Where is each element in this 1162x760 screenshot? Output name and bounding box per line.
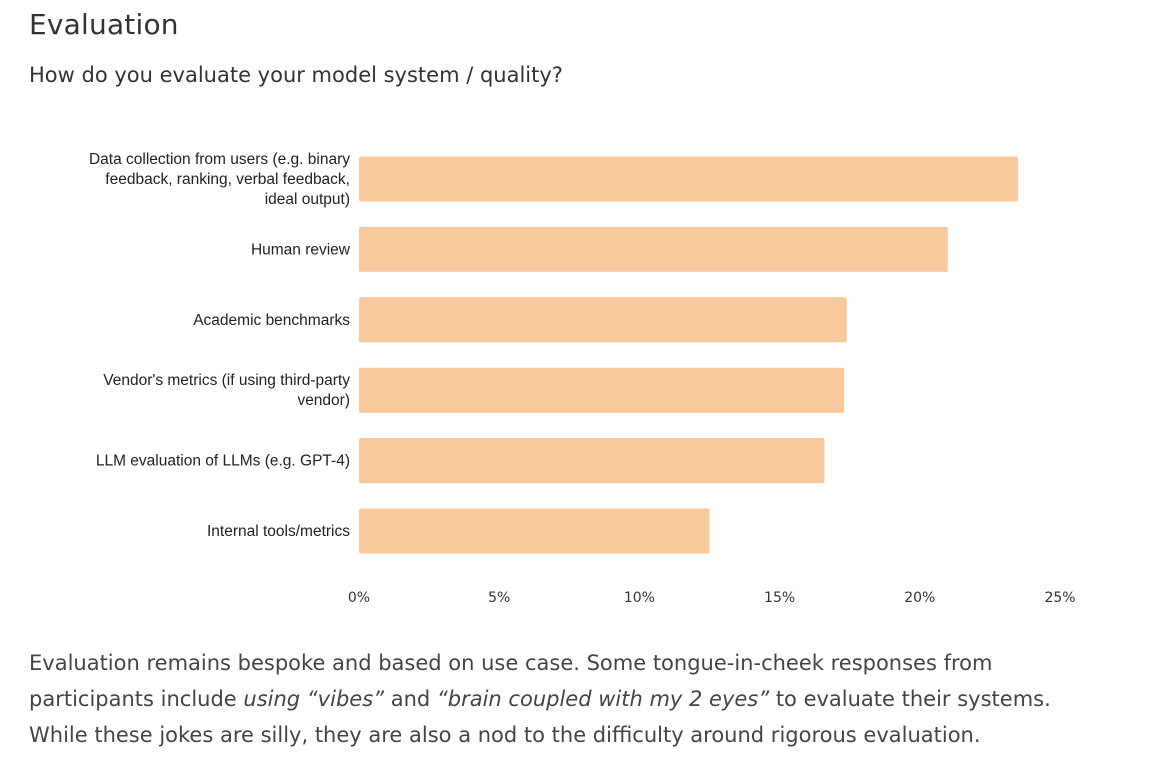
bar-1 — [359, 226, 948, 272]
body-line-2-post: to evaluate their systems. — [769, 687, 1051, 711]
x-tick-label: 20% — [904, 590, 935, 606]
x-tick-label: 25% — [1044, 590, 1075, 606]
page-title: Evaluation — [29, 8, 179, 41]
chart-question: How do you evaluate your model system / … — [29, 63, 563, 87]
body-line-2-mid: and — [384, 687, 437, 711]
bar-3 — [359, 367, 845, 413]
body-line-2-pre: participants include — [29, 687, 244, 711]
bar-label-1: Human review — [251, 241, 351, 258]
bar-2 — [359, 297, 847, 343]
bar-label-0: Data collection from users (e.g. binary f… — [89, 151, 350, 208]
x-tick-label: 15% — [764, 590, 795, 606]
bar-label-4: LLM evaluation of LLMs (e.g. GPT-4) — [96, 453, 350, 470]
bar-0 — [359, 156, 1018, 202]
x-tick-label: 5% — [488, 590, 510, 606]
quote-brain: “brain coupled with my 2 eyes” — [436, 687, 770, 711]
body-paragraph: Evaluation remains bespoke and based on … — [29, 645, 1139, 753]
quote-vibes: using “vibes” — [243, 687, 385, 711]
x-tick-label: 0% — [348, 590, 370, 606]
bar-chart: Data collection from users (e.g. binary f… — [89, 151, 1076, 606]
x-tick-label: 10% — [624, 590, 655, 606]
bar-4 — [359, 438, 825, 484]
bar-label-5: Internal tools/metrics — [207, 523, 350, 540]
body-line-1: Evaluation remains bespoke and based on … — [29, 651, 993, 675]
bar-label-3: Vendor's metrics (if using third-party ve… — [103, 372, 350, 409]
bar-label-2: Academic benchmarks — [193, 312, 350, 329]
body-line-3: While these jokes are silly, they are al… — [29, 723, 981, 747]
bar-5 — [359, 508, 710, 554]
